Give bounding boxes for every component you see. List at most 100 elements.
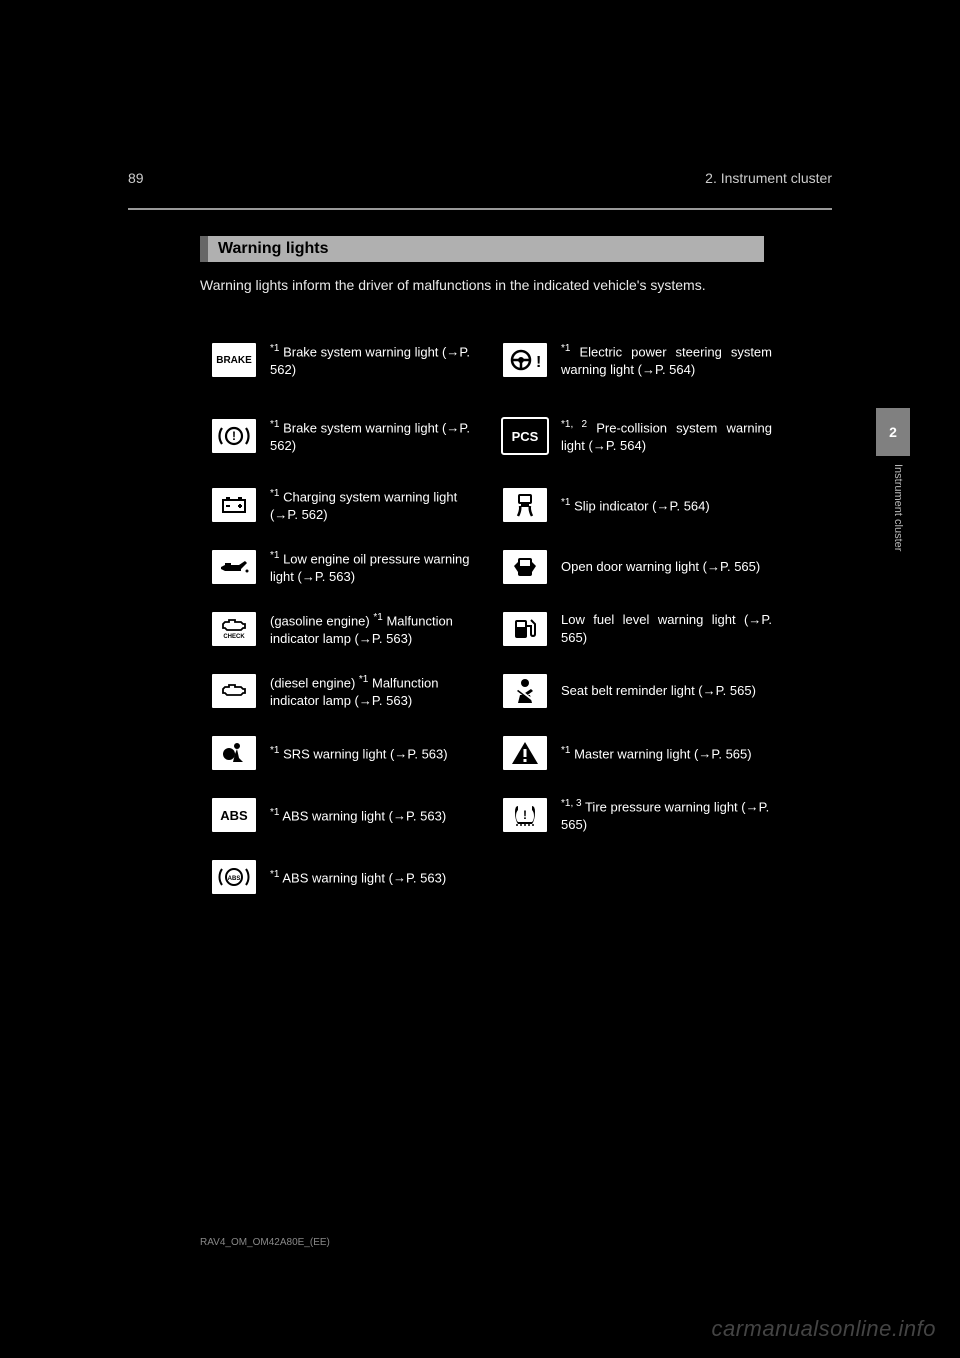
arrow-icon bbox=[707, 559, 720, 574]
icon-cell bbox=[495, 672, 555, 710]
arrow-icon bbox=[393, 808, 406, 823]
icon-cell: ! bbox=[204, 417, 264, 455]
brake-circle-icon: ! bbox=[210, 417, 258, 455]
warning-label: Low fuel level warning light bbox=[561, 612, 736, 627]
arrow-icon bbox=[359, 693, 372, 708]
page-ref: P. 563 bbox=[372, 693, 408, 708]
footer-doc-code: RAV4_OM_OM42A80E_(EE) bbox=[200, 1237, 330, 1248]
table-row: ! *1 Electric power steering system warn… bbox=[491, 322, 782, 398]
desc-cell: Seat belt reminder light (P. 565) bbox=[555, 682, 778, 700]
warning-label: Tire pressure warning light bbox=[585, 799, 738, 814]
superscript: *1, 3 bbox=[561, 798, 582, 809]
icon-cell: ABS bbox=[204, 858, 264, 896]
warning-label: SRS warning light bbox=[283, 746, 386, 761]
right-column: ! *1 Electric power steering system warn… bbox=[491, 322, 782, 908]
page-ref: P. 565 bbox=[720, 559, 756, 574]
arrow-icon bbox=[446, 344, 459, 359]
icon-cell: CHECK bbox=[204, 610, 264, 648]
superscript: *1 bbox=[561, 745, 570, 756]
region-note: (diesel engine) bbox=[270, 675, 355, 690]
warning-label: Open door warning light bbox=[561, 559, 699, 574]
arrow-icon bbox=[698, 746, 711, 761]
abs-circle-icon: ABS bbox=[210, 858, 258, 896]
table-row: CHECK (gasoline engine) *1 Malfunction i… bbox=[200, 598, 491, 660]
arrow-icon bbox=[593, 438, 606, 453]
warning-lights-table: BRAKE *1 Brake system warning light (P. … bbox=[200, 322, 782, 908]
page-ref: P. 563 bbox=[406, 870, 442, 885]
superscript: *1 bbox=[270, 343, 279, 354]
page-ref: P. 563 bbox=[315, 569, 351, 584]
superscript: *1 bbox=[270, 419, 279, 430]
arrow-icon bbox=[748, 612, 761, 627]
svg-text:!: ! bbox=[232, 429, 236, 443]
arrow-icon bbox=[394, 746, 407, 761]
desc-cell: (diesel engine) *1 Malfunction indicator… bbox=[264, 673, 487, 709]
page-ref: P. 565 bbox=[711, 746, 747, 761]
slip-icon bbox=[501, 486, 549, 524]
page-ref: P. 563 bbox=[407, 746, 443, 761]
page-number: 89 bbox=[128, 170, 144, 186]
warning-label: Master warning light bbox=[574, 746, 690, 761]
icon-cell bbox=[204, 734, 264, 772]
fuel-icon bbox=[501, 610, 549, 648]
desc-cell: *1 Low engine oil pressure warning light… bbox=[264, 549, 487, 585]
icon-cell bbox=[495, 486, 555, 524]
table-row: Seat belt reminder light (P. 565) bbox=[491, 660, 782, 722]
desc-cell: *1 Master warning light (P. 565) bbox=[555, 744, 778, 763]
section-title-bar: Warning lights bbox=[200, 236, 764, 262]
brake-text-icon: BRAKE bbox=[210, 341, 258, 379]
desc-cell: *1, 2 Pre-collision system warning light… bbox=[555, 418, 778, 454]
pcs-icon: PCS bbox=[501, 417, 549, 455]
svg-text:!: ! bbox=[523, 808, 527, 822]
icon-cell bbox=[495, 610, 555, 648]
superscript: *1 bbox=[270, 869, 279, 880]
arrow-icon bbox=[703, 683, 716, 698]
left-column: BRAKE *1 Brake system warning light (P. … bbox=[200, 322, 491, 908]
desc-cell: *1 ABS warning light (P. 563) bbox=[264, 806, 487, 825]
chapter-number: 2 bbox=[889, 424, 897, 440]
icon-cell: PCS bbox=[495, 417, 555, 455]
page-ref: P. 564 bbox=[606, 438, 642, 453]
section-intro: Warning lights inform the driver of malf… bbox=[200, 276, 782, 295]
table-row: ABS *1 ABS warning light (P. 563) bbox=[200, 846, 491, 908]
icon-cell bbox=[495, 734, 555, 772]
desc-cell: *1 SRS warning light (P. 563) bbox=[264, 744, 487, 763]
table-row: Low fuel level warning light (P. 565) bbox=[491, 598, 782, 660]
page-ref: P. 563 bbox=[406, 808, 442, 823]
table-row: (diesel engine) *1 Malfunction indicator… bbox=[200, 660, 491, 722]
table-row: BRAKE *1 Brake system warning light (P. … bbox=[200, 322, 491, 398]
icon-cell: ! bbox=[495, 796, 555, 834]
warning-label: Charging system warning light bbox=[283, 489, 457, 504]
icon-cell bbox=[204, 548, 264, 586]
page-ref: P. 565 bbox=[716, 683, 752, 698]
airbag-icon bbox=[210, 734, 258, 772]
warning-label: ABS warning light bbox=[282, 870, 385, 885]
svg-text:!: ! bbox=[536, 354, 541, 371]
superscript: *1 bbox=[561, 497, 570, 508]
superscript: *1 bbox=[359, 674, 368, 685]
door-open-icon bbox=[501, 548, 549, 586]
table-row: PCS *1, 2 Pre-collision system warning l… bbox=[491, 398, 782, 474]
table-row: Open door warning light (P. 565) bbox=[491, 536, 782, 598]
warning-label: Brake system warning light bbox=[283, 420, 438, 435]
desc-cell: *1 Brake system warning light (P. 562) bbox=[264, 418, 487, 454]
table-row: *1 SRS warning light (P. 563) bbox=[200, 722, 491, 784]
icon-cell: ! bbox=[495, 341, 555, 379]
arrow-icon bbox=[446, 420, 459, 435]
desc-cell: Open door warning light (P. 565) bbox=[555, 558, 778, 576]
section-title: Warning lights bbox=[218, 240, 329, 258]
desc-cell: *1 Charging system warning light (P. 562… bbox=[264, 487, 487, 523]
engine-check-icon: CHECK bbox=[210, 610, 258, 648]
highlighted-block: ! *1 Electric power steering system warn… bbox=[491, 322, 782, 722]
desc-cell: Low fuel level warning light (P. 565) bbox=[555, 611, 778, 646]
engine-icon bbox=[210, 672, 258, 710]
icon-cell: ABS bbox=[204, 796, 264, 834]
superscript: *1 bbox=[270, 488, 279, 499]
page-ref: P. 562 bbox=[287, 507, 323, 522]
arrow-icon bbox=[656, 498, 669, 513]
page-ref: P. 564 bbox=[655, 362, 691, 377]
region-note: (gasoline engine) bbox=[270, 613, 370, 628]
watermark: carmanualsonline.info bbox=[711, 1316, 936, 1342]
desc-cell: *1 ABS warning light (P. 563) bbox=[264, 868, 487, 887]
arrow-icon bbox=[274, 507, 287, 522]
